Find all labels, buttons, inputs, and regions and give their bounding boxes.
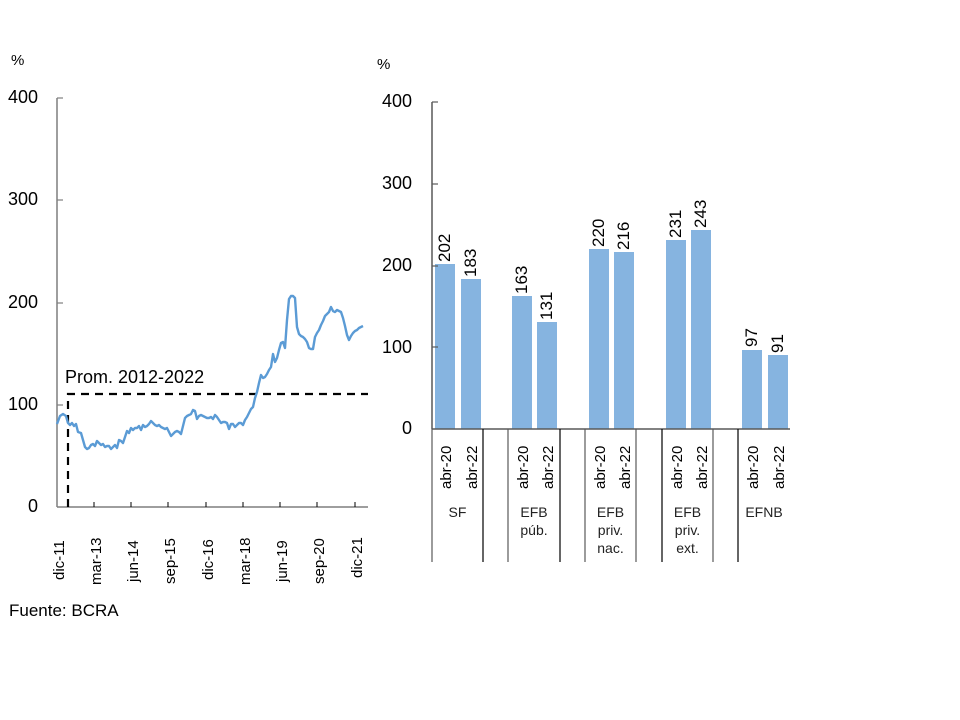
source-note: Fuente: BCRA	[9, 601, 119, 620]
left-ytick-200: 200	[7, 292, 38, 312]
period-label: abr-20	[515, 445, 532, 489]
right-ytick-200: 200	[381, 255, 412, 275]
group-label-efnb: EFNB	[738, 503, 790, 521]
period-label: abr-20	[669, 445, 686, 489]
bar-efbpub-abr20	[512, 296, 532, 429]
left-ytick-100: 100	[7, 394, 38, 414]
group-label-line: EFB	[673, 504, 702, 520]
average-dashed-line	[66, 392, 368, 507]
group-label-line: EFB	[596, 504, 625, 520]
group-label-line: priv.	[597, 522, 624, 538]
left-ytick-400: 400	[7, 87, 38, 107]
value-label: 216	[614, 221, 633, 250]
right-ytick-400: 400	[381, 91, 412, 111]
group-label-line: púb.	[520, 522, 548, 538]
bar-efnb-abr20	[742, 350, 762, 429]
bar-efbext-abr22	[691, 230, 711, 429]
ratio-series-line	[55, 294, 364, 451]
period-label: abr-22	[771, 445, 788, 489]
period-label: abr-22	[694, 445, 711, 489]
right-y-unit: %	[377, 56, 391, 73]
left-y-unit: %	[11, 52, 25, 69]
group-label-efb-priv-ext: EFB priv. ext.	[662, 503, 713, 557]
bar-efbpub-abr22	[537, 322, 557, 429]
period-label: abr-22	[617, 445, 634, 489]
value-label: 183	[461, 248, 480, 277]
bar-sf-abr20	[435, 264, 455, 429]
period-label: abr-20	[745, 445, 762, 489]
group-label-efb-pub: EFB púb.	[508, 503, 560, 539]
bar-efbnac-abr22	[614, 252, 634, 429]
right-ytick-100: 100	[381, 337, 412, 357]
bar-efbnac-abr20	[589, 249, 609, 429]
period-label: abr-22	[464, 445, 481, 489]
group-label-line: EFB	[520, 504, 548, 520]
left-ytick-300: 300	[7, 189, 38, 209]
average-label: Prom. 2012-2022	[65, 367, 205, 387]
right-ytick-0: 0	[401, 418, 412, 438]
value-label: 163	[512, 265, 531, 294]
value-label: 131	[537, 291, 556, 320]
period-label: abr-22	[540, 445, 557, 489]
value-label: 243	[691, 199, 710, 228]
group-label-line: EFNB	[745, 504, 783, 520]
group-label-line: ext.	[676, 540, 699, 556]
group-label-sf: SF	[432, 503, 483, 521]
group-label-line: priv.	[674, 522, 701, 538]
group-label-efb-priv-nac: EFB priv. nac.	[585, 503, 636, 557]
period-label: abr-20	[438, 445, 455, 489]
period-label: abr-20	[592, 445, 609, 489]
value-label: 220	[589, 218, 608, 247]
value-label: 97	[742, 328, 761, 347]
bar-efnb-abr22	[768, 355, 788, 429]
left-ytick-0: 0	[27, 496, 38, 516]
right-ytick-300: 300	[381, 173, 412, 193]
value-label: 231	[666, 209, 685, 238]
group-label-line: nac.	[597, 540, 624, 556]
bar-efbext-abr20	[666, 240, 686, 429]
bar-sf-abr22	[461, 279, 481, 429]
group-label-line: SF	[448, 504, 467, 520]
value-label: 91	[768, 334, 787, 353]
value-label: 202	[435, 233, 454, 262]
